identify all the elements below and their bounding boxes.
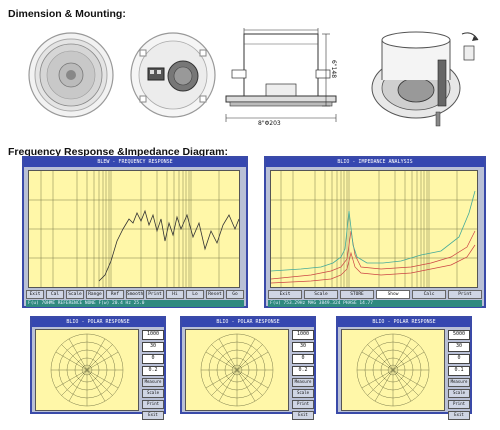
imp-button[interactable]: Calc: [412, 290, 446, 299]
frequency-section-title: Frequency Response &Impedance Diagram:: [8, 146, 228, 158]
polar-titlebar: BLIO - POLAR RESPONSE: [182, 318, 314, 327]
speaker-front-view: [28, 32, 114, 118]
polar-window-1: BLIO - POLAR RESPONSE 1000 30 0 0.2 Meas…: [30, 316, 166, 420]
polar-graph: [200, 333, 274, 407]
impedance-window: BLIO - IMPEDANCE ANALYSIS Exit Scale STO…: [264, 156, 486, 308]
freq-button[interactable]: Scale: [66, 290, 84, 299]
polar-plot-3: [341, 329, 445, 411]
impedance-plot-area: [270, 170, 478, 288]
polar-button[interactable]: Scale: [292, 389, 314, 398]
polar-button[interactable]: Scale: [142, 389, 164, 398]
polar-window-3: BLIO - POLAR RESPONSE 5000 30 0 0.1 Meas…: [336, 316, 472, 420]
polar-side-panel: 1000 30 0 0.2 Measure Scale Print Exit: [142, 330, 164, 422]
imp-button[interactable]: Print: [448, 290, 482, 299]
height-dimension-label: 6"148: [330, 60, 337, 79]
width-dimension-label: 8"Φ203: [258, 120, 281, 127]
polar-window-2: BLIO - POLAR RESPONSE 1000 30 0 0.2 Meas…: [180, 316, 316, 420]
polar-field[interactable]: 0: [292, 354, 314, 364]
polar-titlebar: BLIO - POLAR RESPONSE: [338, 318, 470, 327]
imp-button[interactable]: STORE: [340, 290, 374, 299]
polar-field[interactable]: 1000: [142, 330, 164, 340]
polar-plot-2: [185, 329, 289, 411]
frequency-statusbar: F(u) 70HME REFERENCE NONE F(w) 20.4 Hz 2…: [26, 300, 244, 307]
polar-button[interactable]: Print: [448, 400, 470, 409]
polar-button[interactable]: Exit: [142, 411, 164, 420]
polar-field[interactable]: 30: [448, 342, 470, 352]
polar-plot-1: [35, 329, 139, 411]
polar-side-panel: 5000 30 0 0.1 Measure Scale Print Exit: [448, 330, 470, 422]
polar-field[interactable]: 30: [292, 342, 314, 352]
imp-button[interactable]: Show: [376, 290, 410, 299]
freq-button[interactable]: Go: [226, 290, 244, 299]
impedance-window-titlebar: BLIO - IMPEDANCE ANALYSIS: [266, 158, 484, 167]
freq-button[interactable]: Reset: [206, 290, 224, 299]
polar-field[interactable]: 0: [448, 354, 470, 364]
freq-button[interactable]: Cal: [46, 290, 64, 299]
polar-button[interactable]: Print: [142, 400, 164, 409]
dimension-drawing: [225, 28, 337, 122]
polar-graph: [356, 333, 430, 407]
polar-field[interactable]: 30: [142, 342, 164, 352]
imp-button[interactable]: Scale: [304, 290, 338, 299]
imp-button[interactable]: Exit: [268, 290, 302, 299]
freq-button[interactable]: Print: [146, 290, 164, 299]
freq-button[interactable]: Exit: [26, 290, 44, 299]
freq-button[interactable]: Lo: [186, 290, 204, 299]
polar-button[interactable]: Exit: [292, 411, 314, 420]
polar-button[interactable]: Scale: [448, 389, 470, 398]
mounting-illustration: [371, 31, 479, 127]
dimension-section-title: Dimension & Mounting:: [8, 8, 126, 20]
frequency-button-row: Exit Cal Scale Range Ref Smooth Print Hi…: [26, 290, 244, 299]
frequency-response-graph: [29, 171, 239, 287]
freq-button[interactable]: Smooth: [126, 290, 144, 299]
polar-button[interactable]: Measure: [292, 378, 314, 387]
freq-button[interactable]: Hi: [166, 290, 184, 299]
polar-graph: [50, 333, 124, 407]
polar-side-panel: 1000 30 0 0.2 Measure Scale Print Exit: [292, 330, 314, 422]
polar-button[interactable]: Measure: [448, 378, 470, 387]
polar-field[interactable]: 0: [142, 354, 164, 364]
polar-field[interactable]: 0.1: [448, 366, 470, 376]
polar-button[interactable]: Measure: [142, 378, 164, 387]
polar-button[interactable]: Exit: [448, 411, 470, 420]
polar-field[interactable]: 0.2: [292, 366, 314, 376]
polar-field[interactable]: 0.2: [142, 366, 164, 376]
polar-titlebar: BLIO - POLAR RESPONSE: [32, 318, 164, 327]
impedance-graph: [271, 171, 477, 287]
impedance-statusbar: F(u) 753.29Hz MAG 3849.324 PHASE 14.77: [268, 300, 482, 307]
freq-button[interactable]: Ref: [106, 290, 124, 299]
polar-field[interactable]: 1000: [292, 330, 314, 340]
polar-button[interactable]: Print: [292, 400, 314, 409]
frequency-response-window: BLEW - FREQUENCY RESPONSE Exit Cal Scale…: [22, 156, 248, 308]
impedance-button-row: Exit Scale STORE Show Calc Print: [268, 290, 482, 299]
speaker-back-view: [130, 32, 216, 118]
frequency-plot-area: [28, 170, 240, 288]
frequency-window-titlebar: BLEW - FREQUENCY RESPONSE: [24, 158, 246, 167]
freq-button[interactable]: Range: [86, 290, 104, 299]
polar-field[interactable]: 5000: [448, 330, 470, 340]
